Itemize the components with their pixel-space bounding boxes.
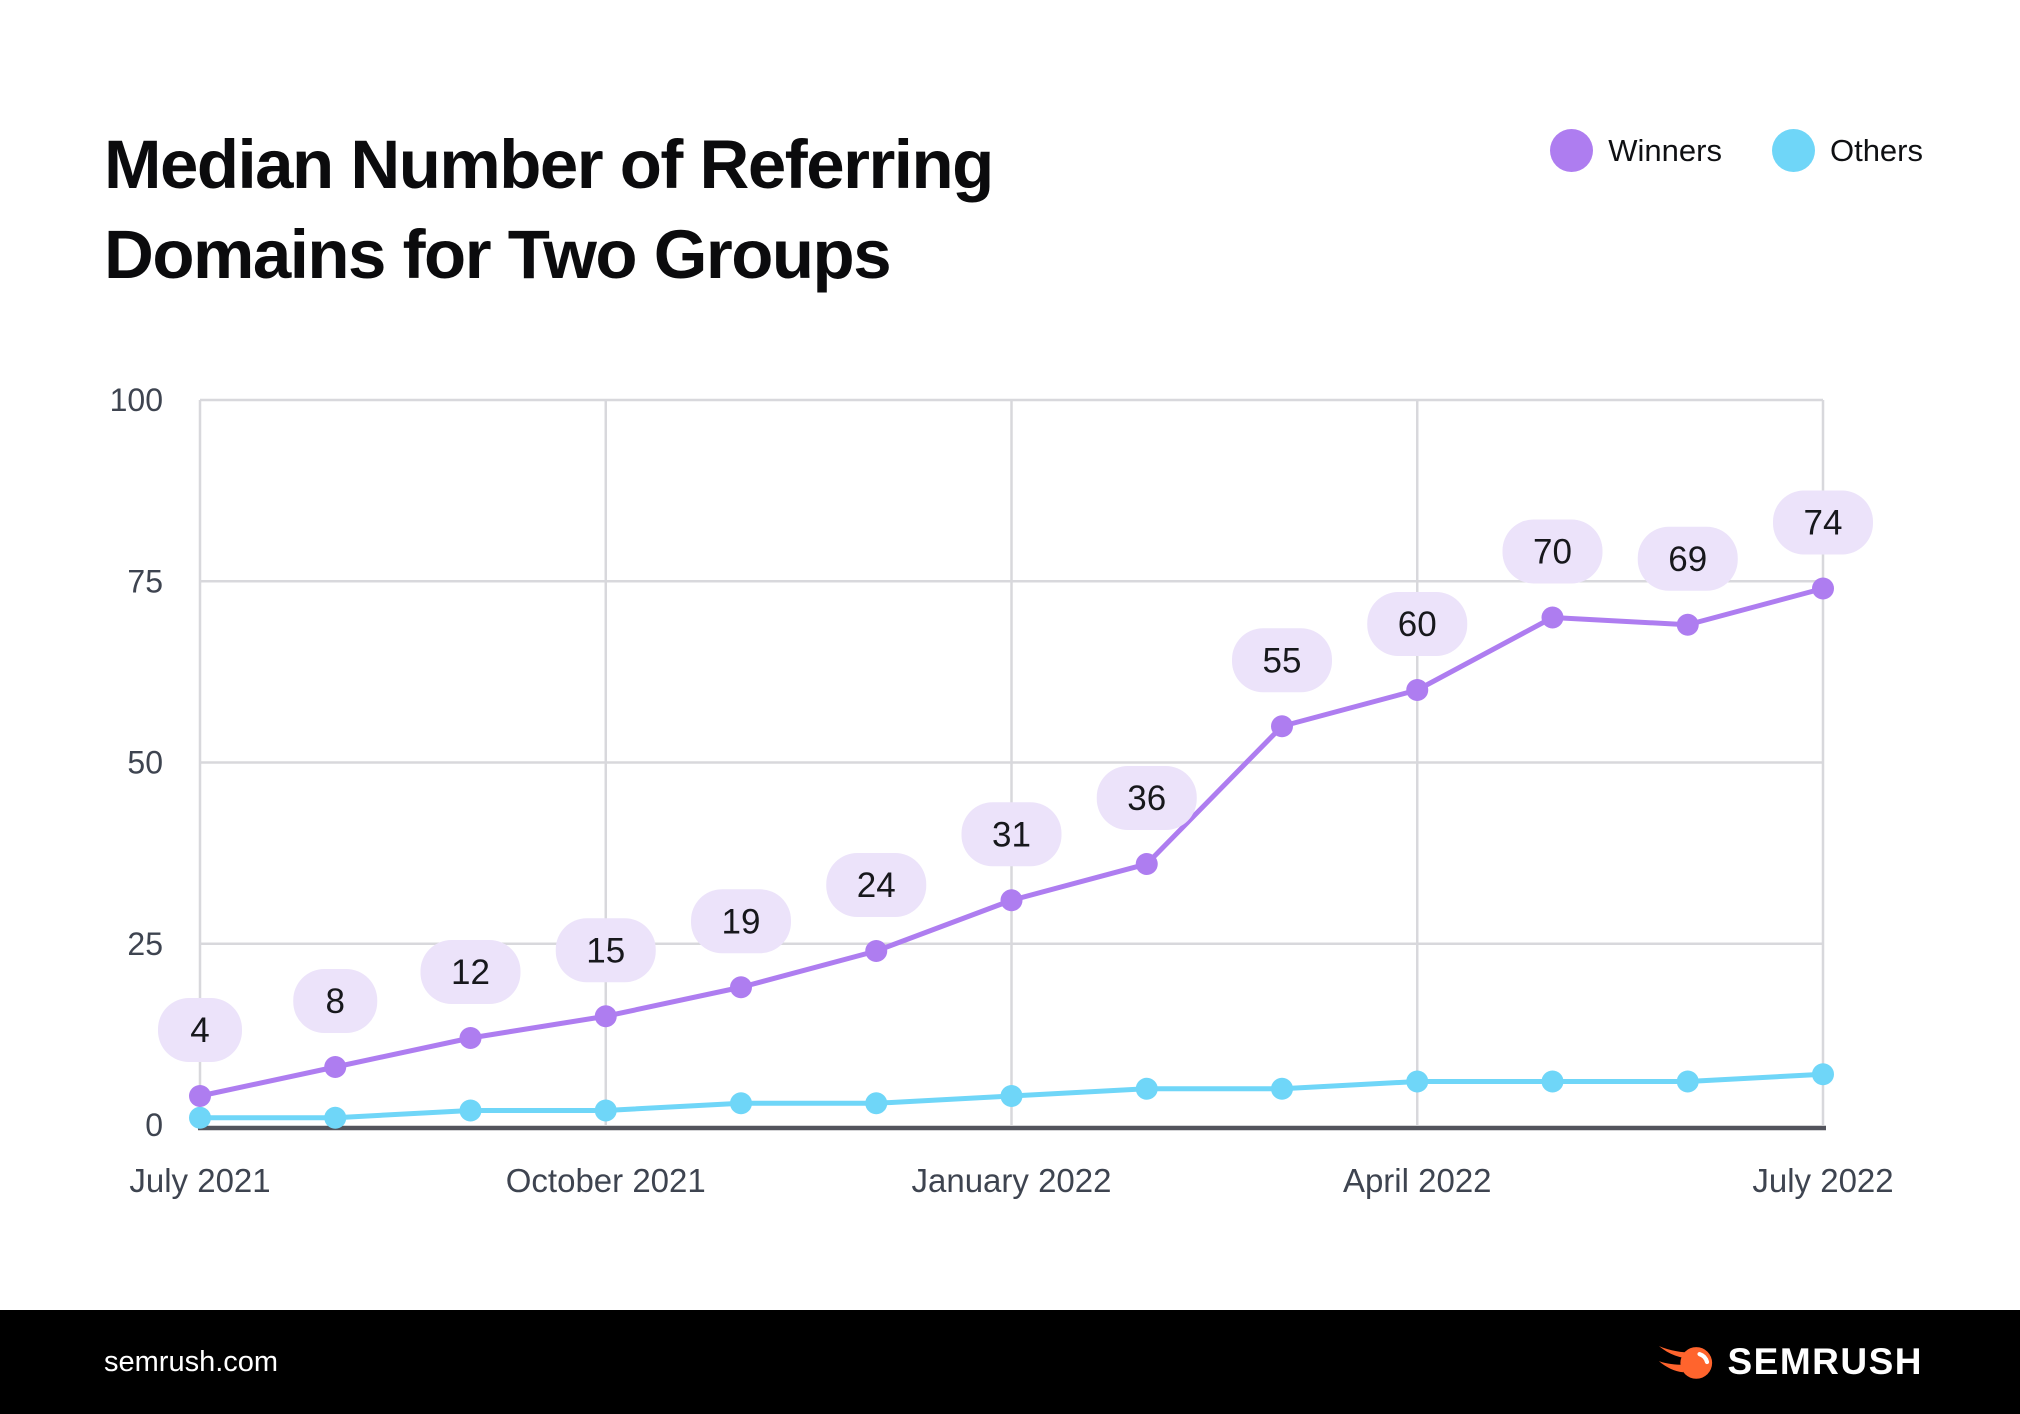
- y-tick-label: 0: [145, 1107, 163, 1143]
- data-label-pill: [1096, 766, 1197, 830]
- y-tick-label: 75: [127, 563, 163, 599]
- winners-point: [1812, 577, 1834, 600]
- winners-point: [1676, 613, 1699, 636]
- winners-point: [1135, 853, 1158, 875]
- winners-point: [189, 1085, 211, 1107]
- y-tick-label: 100: [110, 382, 163, 418]
- chart-legend: Winners Others: [1550, 129, 1923, 172]
- data-label-value: 8: [326, 982, 345, 1021]
- data-label-pill: [826, 853, 927, 917]
- data-label-pill: [1502, 519, 1603, 584]
- data-label-value: 70: [1533, 533, 1572, 572]
- data-label-value: 60: [1398, 605, 1437, 644]
- x-tick-label: April 2022: [1343, 1162, 1492, 1199]
- others-point: [1000, 1085, 1023, 1107]
- winners-point: [1406, 679, 1429, 701]
- page-title: Median Number of Referring Domains for T…: [104, 120, 994, 299]
- legend-item-others: Others: [1771, 129, 1923, 172]
- winners-legend-dot-icon: [1550, 129, 1594, 172]
- data-label-pill: [1773, 490, 1873, 555]
- others-point: [865, 1092, 888, 1115]
- data-label-pill: [1367, 592, 1468, 656]
- x-tick-label: October 2021: [506, 1162, 706, 1199]
- semrush-logo: SEMRUSH: [1658, 1341, 1923, 1383]
- winners-legend-label: Winners: [1608, 132, 1722, 168]
- others-point: [1676, 1070, 1699, 1093]
- data-label-pill: [158, 998, 242, 1062]
- data-label-value: 24: [857, 866, 896, 905]
- others-point: [324, 1106, 347, 1129]
- winners-point: [865, 940, 888, 962]
- winners-point: [1000, 889, 1023, 912]
- data-label-pill: [1637, 526, 1738, 591]
- x-tick-label: July 2021: [129, 1162, 270, 1199]
- data-label-value: 31: [992, 815, 1031, 854]
- line-chart: 0 25 50 75 100 July 2021 October 2021 January 2…: [110, 382, 1894, 1199]
- others-point: [1812, 1063, 1834, 1086]
- data-label-value: 12: [451, 953, 490, 992]
- x-tick-label: January 2022: [912, 1162, 1112, 1199]
- winners-point: [730, 976, 752, 999]
- data-label-pill: [555, 918, 656, 983]
- winners-point: [459, 1027, 482, 1049]
- others-point: [459, 1099, 482, 1122]
- others-point: [1541, 1070, 1564, 1093]
- footer-bar: semrush.com SEMRUSH: [0, 1310, 2020, 1414]
- others-point: [730, 1092, 752, 1115]
- brand-wordmark: SEMRUSH: [1727, 1341, 1923, 1382]
- others-point: [1271, 1077, 1293, 1100]
- semrush-flame-icon: [1659, 1346, 1713, 1379]
- data-label-pill: [691, 889, 791, 954]
- winners-point: [1271, 715, 1293, 738]
- data-label-value: 69: [1668, 540, 1707, 579]
- data-label-pill: [961, 802, 1062, 867]
- data-label-pill: [420, 940, 521, 1004]
- page-title-line-1: Median Number of Referring: [104, 126, 994, 204]
- others-point: [189, 1106, 211, 1129]
- data-label-value: 15: [586, 931, 625, 970]
- y-tick-label: 50: [127, 745, 163, 781]
- data-label-value: 36: [1127, 779, 1166, 818]
- winners-point: [594, 1005, 617, 1028]
- data-label-pill: [293, 969, 378, 1033]
- footer-url: semrush.com: [104, 1345, 279, 1378]
- others-point: [1406, 1070, 1429, 1093]
- data-label-pill: [1232, 628, 1332, 693]
- others-legend-label: Others: [1829, 132, 1923, 168]
- winners-point: [324, 1056, 347, 1078]
- data-label-value: 74: [1804, 504, 1843, 543]
- data-label-value: 19: [722, 902, 761, 941]
- data-label-value: 4: [190, 1011, 209, 1050]
- page-title-line-2: Domains for Two Groups: [104, 215, 892, 293]
- others-point: [594, 1099, 617, 1122]
- others-legend-dot-icon: [1771, 129, 1815, 172]
- winners-point: [1541, 606, 1564, 629]
- others-point: [1135, 1077, 1158, 1100]
- y-tick-label: 25: [127, 926, 163, 962]
- data-label-value: 55: [1263, 641, 1302, 680]
- legend-item-winners: Winners: [1550, 129, 1722, 172]
- x-tick-label: July 2022: [1752, 1162, 1893, 1199]
